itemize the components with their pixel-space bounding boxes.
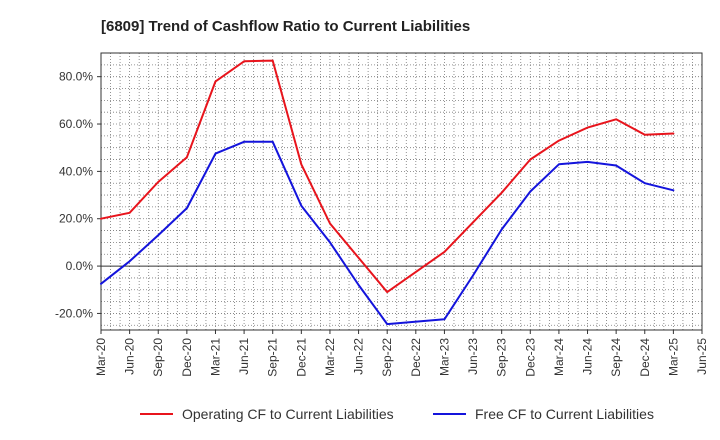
x-tick-label: Jun-25 (695, 338, 709, 375)
y-tick-label: 0.0% (66, 259, 94, 273)
x-tick-label: Dec-22 (409, 338, 423, 377)
series-line-free-cf (100, 140, 675, 326)
x-tick-label: Sep-24 (609, 338, 623, 377)
x-tick-label: Mar-25 (666, 338, 680, 376)
x-tick-label: Sep-21 (266, 338, 280, 377)
y-tick-label: 20.0% (59, 212, 93, 226)
x-tick-label: Mar-23 (437, 338, 451, 376)
x-tick-label: Jun-24 (581, 338, 595, 375)
y-tick-label: 80.0% (59, 70, 93, 84)
legend-label-operating-cf: Operating CF to Current Liabilities (182, 406, 394, 422)
grid (100, 52, 703, 330)
y-tick-label: 60.0% (59, 117, 93, 131)
x-tick-label: Mar-21 (208, 338, 222, 376)
series-lines (100, 59, 675, 326)
x-tick-label: Jun-20 (123, 338, 137, 375)
x-tick-label: Dec-23 (523, 338, 537, 377)
x-axis-ticks: Mar-20 Jun-20 Sep-20 Dec-20 Mar-21 Jun-21 Sep-… (94, 330, 709, 377)
x-tick-label: Mar-20 (94, 338, 108, 376)
x-tick-label: Jun-23 (466, 338, 480, 375)
y-tick-label: 40.0% (59, 164, 93, 178)
x-tick-label: Sep-23 (495, 338, 509, 377)
series-line-operating-cf (100, 59, 675, 294)
x-tick-label: Dec-21 (294, 338, 308, 377)
x-tick-label: Mar-22 (323, 338, 337, 376)
x-tick-label: Sep-20 (151, 338, 165, 377)
x-tick-label: Sep-22 (380, 338, 394, 377)
y-tick-label: -20.0% (55, 306, 93, 320)
legend: Operating CF to Current Liabilities Free… (140, 406, 654, 422)
plot-frame (100, 52, 703, 331)
x-tick-label: Mar-24 (552, 338, 566, 376)
x-tick-label: Dec-24 (638, 338, 652, 377)
legend-label-free-cf: Free CF to Current Liabilities (475, 406, 654, 422)
chart-title: [6809] Trend of Cashflow Ratio to Curren… (101, 18, 470, 35)
x-tick-label: Jun-22 (352, 338, 366, 375)
x-tick-label: Jun-21 (237, 338, 251, 375)
x-tick-label: Dec-20 (180, 338, 194, 377)
y-axis-ticks: -20.0% 0.0% 20.0% 40.0% 60.0% 80.0% (55, 70, 101, 320)
